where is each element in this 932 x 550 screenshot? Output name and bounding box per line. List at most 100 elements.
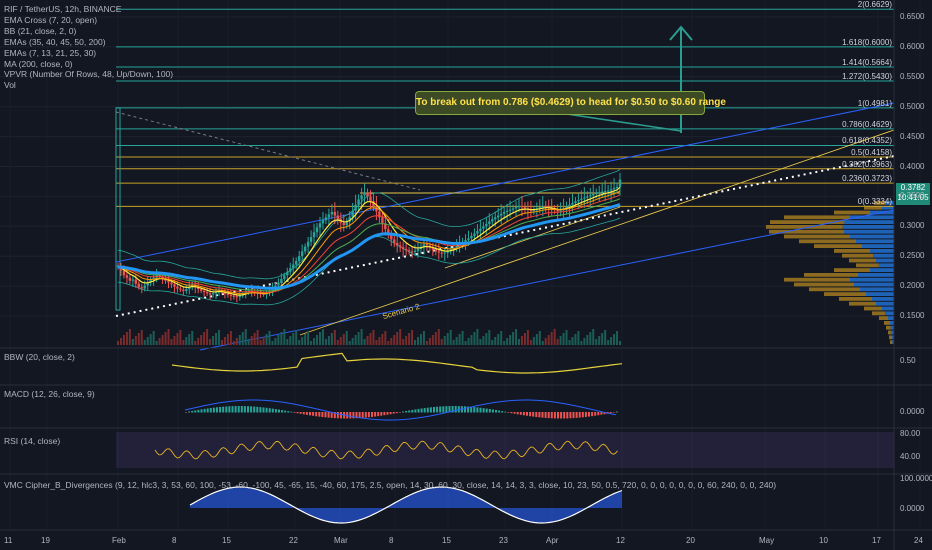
candle-body	[559, 210, 562, 212]
legend-item[interactable]: EMAs (35, 40, 45, 50, 200)	[4, 36, 106, 47]
volume-bar	[494, 337, 497, 345]
price-tick: 0.1500	[900, 311, 925, 320]
legend-item[interactable]: EMA Cross (7, 20, open)	[4, 14, 98, 25]
volume-bar	[232, 341, 235, 345]
candle-body	[440, 252, 443, 254]
macd-histogram-bar	[402, 411, 404, 413]
volume-bar	[354, 335, 357, 345]
bbw-pane-label[interactable]: BBW (20, close, 2)	[4, 352, 75, 362]
candle-body	[574, 201, 577, 203]
macd-histogram-bar	[327, 412, 330, 418]
vpvr-bar-up	[799, 239, 856, 244]
macd-histogram-bar	[361, 412, 364, 418]
vpvr-bar-up	[794, 282, 854, 287]
volume-bar	[188, 334, 191, 345]
legend-item[interactable]: Vol	[4, 80, 16, 91]
vpvr-bar-down	[873, 253, 894, 258]
legend-item[interactable]: VPVR (Number Of Rows, 48, Up/Down, 100)	[4, 69, 174, 80]
volume-bar	[197, 338, 200, 345]
volume-bar	[589, 332, 592, 345]
volume-bar	[307, 331, 310, 345]
annotation-callout[interactable]: To break out from 0.786 ($0.4629) to hea…	[415, 91, 726, 115]
rsi-pane-label[interactable]: RSI (14, close)	[4, 436, 61, 446]
fib-level-label: 0.5(0.4158)	[851, 148, 892, 158]
volume-bar	[488, 330, 491, 345]
macd-histogram-bar	[414, 409, 417, 413]
volume-bar	[280, 332, 283, 345]
candle-body	[431, 247, 435, 250]
volume-bar	[467, 338, 470, 345]
volume-bar	[176, 333, 179, 345]
volume-bar	[482, 336, 485, 345]
volume-bar	[321, 329, 324, 345]
volume-bar	[616, 331, 619, 345]
candle-body	[467, 238, 470, 241]
volume-bar	[339, 337, 342, 345]
scenario-line	[299, 129, 895, 336]
macd-histogram-bar	[482, 408, 485, 413]
volume-bar	[598, 336, 601, 345]
vmc-pane-label[interactable]: VMC Cipher_B_Divergences (9, 12, hlc3, 3…	[4, 480, 777, 490]
candle-body	[505, 210, 509, 212]
macd-histogram-bar	[541, 412, 544, 418]
macd-histogram-bar	[380, 412, 383, 416]
macd-histogram-bar	[591, 412, 594, 417]
macd-histogram-bar	[535, 412, 538, 417]
candle-body	[280, 278, 283, 283]
vmc-wave-area	[190, 487, 622, 523]
volume-bar	[613, 334, 616, 345]
macd-histogram-bar	[278, 409, 280, 413]
fib-level-label: 2(0.6629)	[857, 0, 892, 10]
volume-bar	[571, 337, 574, 345]
macd-histogram-bar	[240, 406, 243, 413]
vpvr-bar-down	[854, 282, 894, 287]
bb-lower	[117, 217, 621, 306]
volume-bar	[220, 340, 223, 345]
candle-body	[437, 251, 441, 253]
vpvr-bar-up	[879, 316, 888, 320]
price-tick: 0.3000	[900, 221, 925, 231]
macd-histogram-bar	[439, 406, 442, 413]
volume-bar	[357, 332, 360, 345]
macd-histogram-bar	[429, 407, 432, 413]
volume-bar	[250, 336, 253, 345]
macd-histogram-bar	[296, 412, 299, 414]
candle-body	[134, 279, 138, 284]
volume-bar	[318, 332, 321, 345]
vpvr-bar-up	[864, 306, 882, 311]
volume-bar	[503, 341, 506, 345]
candle-body	[208, 293, 212, 295]
ema-ribbon	[117, 186, 621, 296]
rsi-band	[116, 432, 894, 468]
volume-bar	[532, 337, 535, 345]
ema-line	[117, 186, 621, 296]
legend-item[interactable]: BB (21, close, 2, 0)	[4, 25, 77, 36]
volume-bar	[268, 331, 271, 345]
volume-bar	[431, 335, 434, 345]
vpvr-bar-up	[864, 205, 882, 210]
macd-histogram-bar	[495, 410, 497, 413]
volume-bar	[577, 331, 580, 345]
volume-bar	[604, 330, 607, 345]
volume-bar	[292, 333, 295, 345]
volume-bar	[137, 333, 140, 345]
macd-pane-label[interactable]: MACD (12, 26, close, 9)	[4, 389, 95, 399]
candle-body	[259, 293, 262, 295]
volume-bar	[500, 331, 503, 345]
macd-histogram-bar	[600, 412, 603, 415]
macd-histogram-bar	[247, 406, 249, 413]
volume-bar	[262, 337, 265, 345]
volume-bar	[538, 331, 541, 345]
candle-body	[508, 209, 512, 211]
volume-bar	[164, 332, 167, 345]
legend-item[interactable]: EMAs (7, 13, 21, 25, 30)	[4, 47, 97, 58]
legend-item[interactable]: MA (200, close, 0)	[4, 58, 73, 69]
volume-bar	[194, 341, 197, 345]
volume-bar	[476, 329, 479, 345]
symbol-title[interactable]: RIF / TetherUS, 12h, BINANCE	[4, 4, 122, 14]
vpvr-bar-down	[891, 330, 894, 335]
macd-histogram-bar	[408, 410, 411, 413]
candle-body	[321, 220, 325, 224]
candle-body	[360, 195, 363, 200]
